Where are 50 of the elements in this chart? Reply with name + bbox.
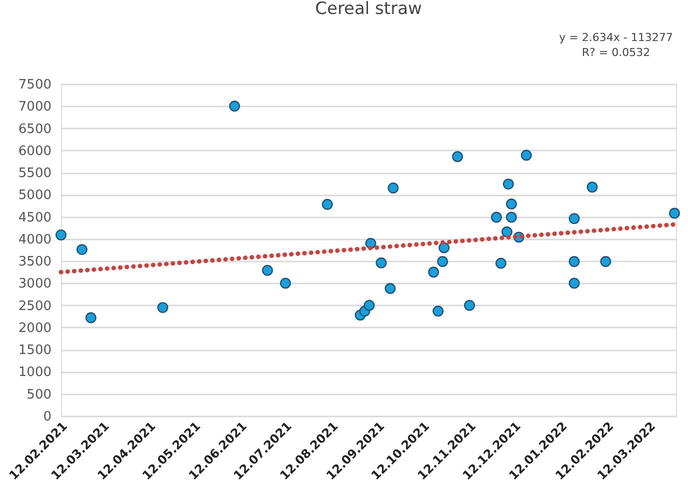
point (501, 226, 512, 238)
y-tick-label: 5000 (18, 188, 52, 204)
point (568, 278, 580, 289)
y-tick-label: 7500 (18, 78, 52, 92)
point (262, 264, 273, 276)
y-tick-label: 500 (26, 387, 52, 402)
point (600, 256, 612, 267)
point (568, 213, 580, 224)
y-tick-label: 1000 (18, 365, 52, 380)
point (428, 266, 440, 278)
point (76, 244, 88, 256)
point (586, 182, 598, 193)
y-tick-label: 5500 (18, 166, 52, 182)
point (85, 312, 96, 324)
y-tick-label: 4000 (18, 232, 52, 248)
y-tick-label: 0 (43, 410, 52, 424)
y-tick-label: 1500 (18, 343, 52, 358)
y-tick-label: 3500 (18, 254, 52, 270)
text: y = 2.634x - 113277 (559, 31, 673, 44)
y-tick-label: 2500 (18, 298, 52, 314)
y-tick-label: 6000 (18, 144, 52, 159)
point (322, 198, 333, 210)
point (452, 151, 464, 162)
point (495, 258, 506, 269)
point (376, 257, 387, 268)
y-tick-label: 6500 (18, 122, 52, 137)
point (506, 212, 517, 223)
point (437, 256, 448, 267)
point (490, 212, 502, 223)
point (506, 198, 517, 210)
point (520, 150, 532, 161)
point (432, 306, 444, 317)
text: R? = 0.0532 (582, 46, 650, 59)
y-tick-label: 4500 (18, 210, 52, 226)
point (56, 229, 66, 240)
point (280, 278, 291, 289)
point (438, 242, 450, 254)
point (384, 283, 396, 294)
point (229, 100, 240, 112)
point (157, 302, 168, 314)
point (364, 300, 375, 311)
y-tick-label: 3000 (18, 276, 52, 292)
point (568, 256, 580, 267)
chart-title: Cereal straw (315, 0, 422, 19)
point (669, 208, 680, 219)
point (464, 300, 475, 311)
point (388, 182, 399, 194)
point (502, 178, 514, 190)
y-tick-label: 7000 (18, 100, 52, 115)
y-tick-label: 2000 (18, 320, 52, 336)
